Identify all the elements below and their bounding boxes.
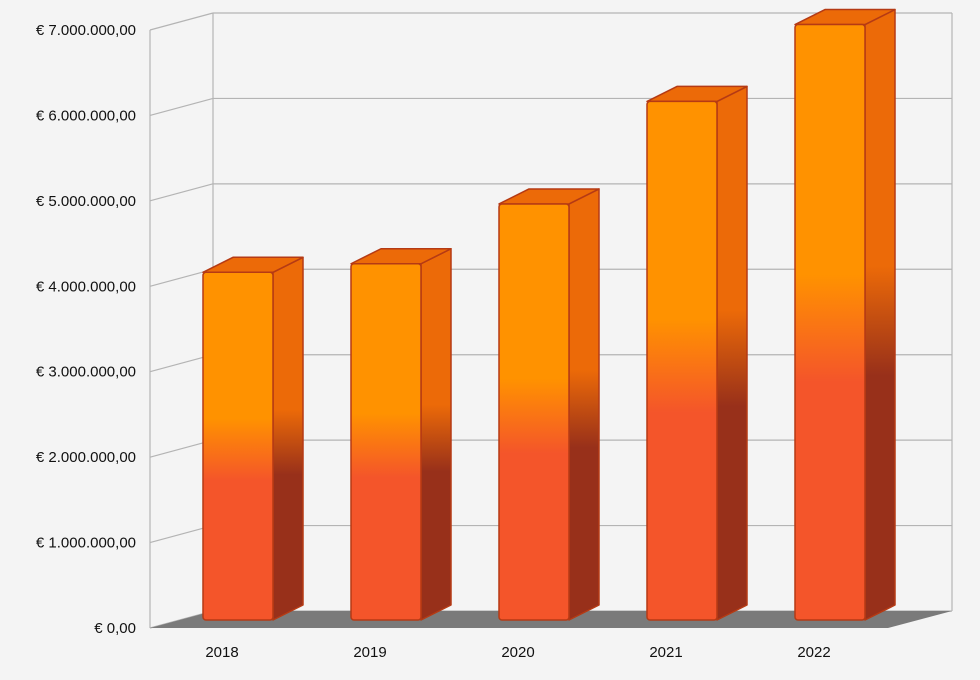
bar-2022 [794, 8, 896, 621]
bar-side-face [420, 247, 452, 621]
bar-2019 [350, 247, 452, 621]
y-tick-label: € 5.000.000,00 [36, 193, 136, 210]
y-tick-label: € 3.000.000,00 [36, 364, 136, 381]
x-tick-label: 2022 [797, 644, 830, 661]
x-tick-label: 2021 [649, 644, 682, 661]
bar-side-face [568, 188, 600, 621]
y-tick-label: € 7.000.000,00 [36, 22, 136, 39]
bar-side-face [272, 256, 304, 621]
y-tick-label: € 2.000.000,00 [36, 449, 136, 466]
bar-2021 [646, 85, 748, 621]
bar-side-face [716, 85, 748, 621]
gridline-side [149, 183, 214, 202]
gridline-side [149, 12, 214, 31]
x-tick-label: 2018 [205, 644, 238, 661]
bar-front-face [646, 100, 718, 621]
y-tick-label: € 1.000.000,00 [36, 535, 136, 552]
x-tick-label: 2019 [353, 644, 386, 661]
bar-2020 [498, 188, 600, 621]
y-tick-label: € 0,00 [94, 620, 136, 637]
bar-2018 [202, 256, 304, 621]
x-tick-label: 2020 [501, 644, 534, 661]
bar-front-face [794, 23, 866, 621]
bar-side-face [864, 8, 896, 621]
gridline-side [149, 97, 214, 117]
bar-front-face [202, 271, 274, 621]
y-tick-label: € 6.000.000,00 [36, 107, 136, 124]
y-tick-label: € 4.000.000,00 [36, 278, 136, 295]
bar-front-face [498, 203, 570, 621]
bar-front-face [350, 262, 422, 621]
